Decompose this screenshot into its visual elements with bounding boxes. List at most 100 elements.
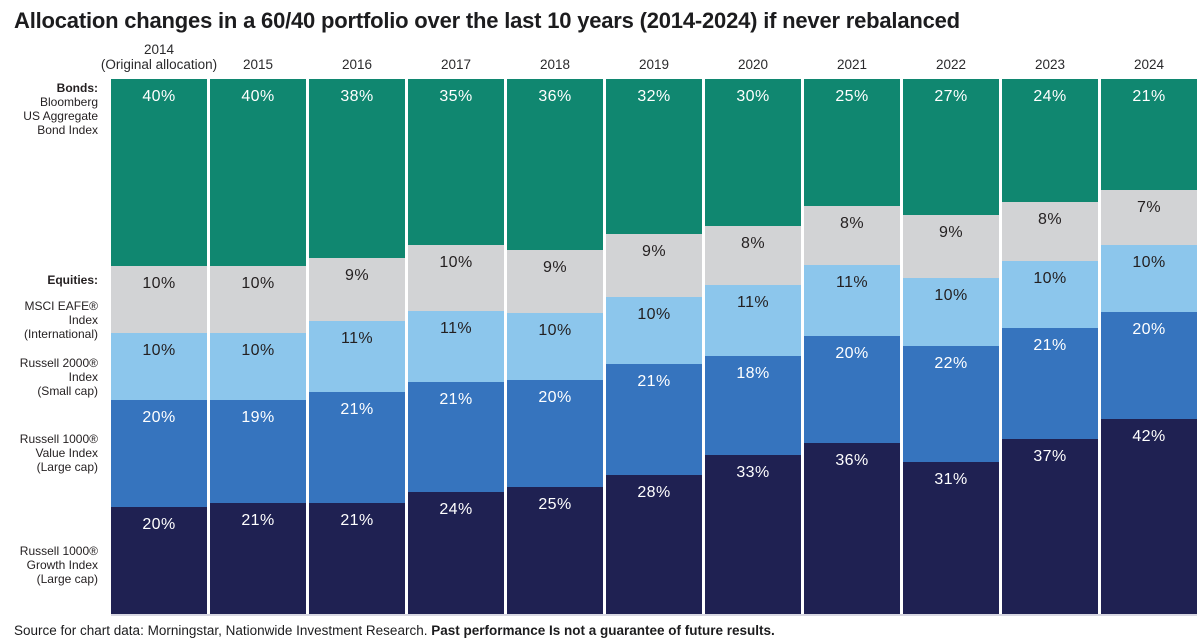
chart-column-2014: 2014 (Original allocation) 40% 10% 10% 20% 20% — [101, 34, 217, 614]
bar-segment: 36% — [804, 443, 900, 614]
bar-segment: 30% — [705, 79, 801, 226]
row-label-msci_eafe: MSCI EAFE® Index (International) — [23, 299, 98, 341]
segment-value-label: 28% — [637, 484, 671, 501]
bar-segment: 10% — [903, 278, 999, 346]
bar-segment: 20% — [507, 380, 603, 487]
year-label: 2017 — [440, 57, 472, 72]
segment-value-label: 9% — [939, 224, 963, 242]
chart-column-2021: 2021 25% 8% 11% 20% 36% — [804, 34, 900, 614]
chart-column-2024: 2024 21% 7% 10% 20% 42% — [1101, 34, 1197, 614]
segment-value-label: 21% — [241, 512, 275, 529]
column-bars: 30% 8% 11% 18% 33% — [705, 79, 801, 614]
segment-value-label: 38% — [340, 88, 374, 105]
footer: Source for chart data: Morningstar, Nati… — [14, 623, 1200, 638]
bar-segment: 21% — [606, 364, 702, 475]
segment-value-label: 37% — [1033, 448, 1067, 465]
row-label-russell1000v: Russell 1000® Value Index (Large cap) — [19, 432, 98, 474]
bar-segment: 21% — [309, 392, 405, 503]
chart-column-2018: 2018 36% 9% 10% 20% 25% — [507, 34, 603, 614]
column-bars: 40% 10% 10% 19% 21% — [210, 79, 306, 614]
column-bars: 40% 10% 10% 20% 20% — [111, 79, 207, 614]
bar-segment: 35% — [408, 79, 504, 245]
columns: 2014 (Original allocation) 40% 10% 10% 20% 20%… — [101, 34, 1197, 616]
bar-segment: 25% — [804, 79, 900, 206]
bar-segment: 24% — [408, 491, 504, 614]
year-label: 2024 — [1133, 57, 1165, 72]
segment-value-label: 20% — [538, 389, 572, 406]
year-label: 2021 — [836, 57, 868, 72]
bar-segment: 9% — [903, 215, 999, 279]
chart-column-2017: 2017 35% 10% 11% 21% 24% — [408, 34, 504, 614]
segment-value-label: 21% — [340, 401, 374, 418]
stacked-bar-chart: Bonds: Bloomberg US Aggregate Bond Index Equ… — [0, 34, 1200, 616]
year-label: 2016 — [341, 57, 373, 72]
bar-segment: 20% — [111, 400, 207, 507]
segment-value-label: 9% — [642, 243, 666, 260]
segment-value-label: 8% — [1038, 211, 1062, 228]
bar-segment: 25% — [507, 487, 603, 614]
row-label-equities: Equities: — [47, 273, 98, 287]
bar-segment: 10% — [408, 244, 504, 312]
segment-value-label: 11% — [736, 294, 770, 311]
year-label: 2015 — [242, 57, 274, 72]
segment-value-label: 36% — [538, 88, 572, 105]
segment-value-label: 10% — [439, 253, 473, 271]
bar-segment: 20% — [804, 336, 900, 443]
chart-column-2015: 2015 40% 10% 10% 19% 21% — [210, 34, 306, 614]
bar-segment: 18% — [705, 356, 801, 455]
segment-value-label: 20% — [835, 345, 869, 362]
bar-segment: 10% — [210, 266, 306, 333]
segment-value-label: 30% — [736, 88, 770, 105]
bar-segment: 9% — [606, 234, 702, 297]
segment-value-label: 21% — [340, 512, 374, 529]
chart-column-2023: 2023 24% 8% 10% 21% 37% — [1002, 34, 1098, 614]
row-label-russell2000: Russell 2000® Index (Small cap) — [19, 356, 98, 398]
bar-segment: 11% — [408, 311, 504, 382]
segment-value-label: 10% — [538, 322, 572, 339]
year-label: 2014 — [143, 42, 175, 57]
chart-column-2020: 2020 30% 8% 11% 18% 33% — [705, 34, 801, 614]
segment-value-label: 20% — [1132, 321, 1166, 338]
segment-value-label: 9% — [345, 267, 369, 284]
bar-segment: 28% — [606, 475, 702, 614]
segment-value-label: 25% — [835, 88, 869, 105]
bar-segment: 36% — [507, 79, 603, 250]
segment-value-label: 27% — [934, 88, 968, 105]
year-label: 2022 — [935, 57, 967, 72]
column-bars: 25% 8% 11% 20% 36% — [804, 79, 900, 614]
bar-segment: 9% — [309, 258, 405, 321]
column-header: 2015 — [210, 34, 306, 79]
segment-value-label: 7% — [1137, 199, 1161, 216]
bar-segment: 10% — [606, 297, 702, 364]
column-bars: 38% 9% 11% 21% 21% — [309, 79, 405, 614]
bar-segment: 21% — [309, 503, 405, 614]
column-header: 2016 — [309, 34, 405, 79]
column-bars: 32% 9% 10% 21% 28% — [606, 79, 702, 614]
bar-segment: 11% — [309, 321, 405, 392]
segment-value-label: 11% — [439, 320, 473, 338]
bar-segment: 42% — [1101, 419, 1197, 614]
bar-segment: 10% — [111, 266, 207, 333]
column-header: 2022 — [903, 34, 999, 79]
segment-value-label: 21% — [1132, 88, 1166, 105]
segment-value-label: 9% — [543, 259, 567, 276]
column-bars: 35% 10% 11% 21% 24% — [408, 79, 504, 614]
bar-segment: 8% — [1002, 202, 1098, 261]
bar-segment: 24% — [1002, 79, 1098, 202]
segment-value-label: 36% — [835, 452, 869, 469]
bar-segment: 33% — [705, 455, 801, 614]
bar-segment: 10% — [1002, 261, 1098, 328]
segment-value-label: 10% — [1132, 254, 1166, 271]
chart-column-2016: 2016 38% 9% 11% 21% 21% — [309, 34, 405, 614]
bar-segment: 10% — [1101, 245, 1197, 312]
bar-segment: 11% — [705, 285, 801, 356]
segment-value-label: 22% — [934, 354, 968, 372]
bar-segment: 21% — [1101, 79, 1197, 190]
chart-column-2019: 2019 32% 9% 10% 21% 28% — [606, 34, 702, 614]
year-label: 2023 — [1034, 57, 1066, 72]
segment-value-label: 20% — [142, 516, 176, 533]
segment-value-label: 33% — [736, 464, 770, 481]
segment-value-label: 31% — [934, 470, 968, 488]
segment-value-label: 10% — [142, 342, 176, 359]
segment-value-label: 32% — [637, 88, 671, 105]
